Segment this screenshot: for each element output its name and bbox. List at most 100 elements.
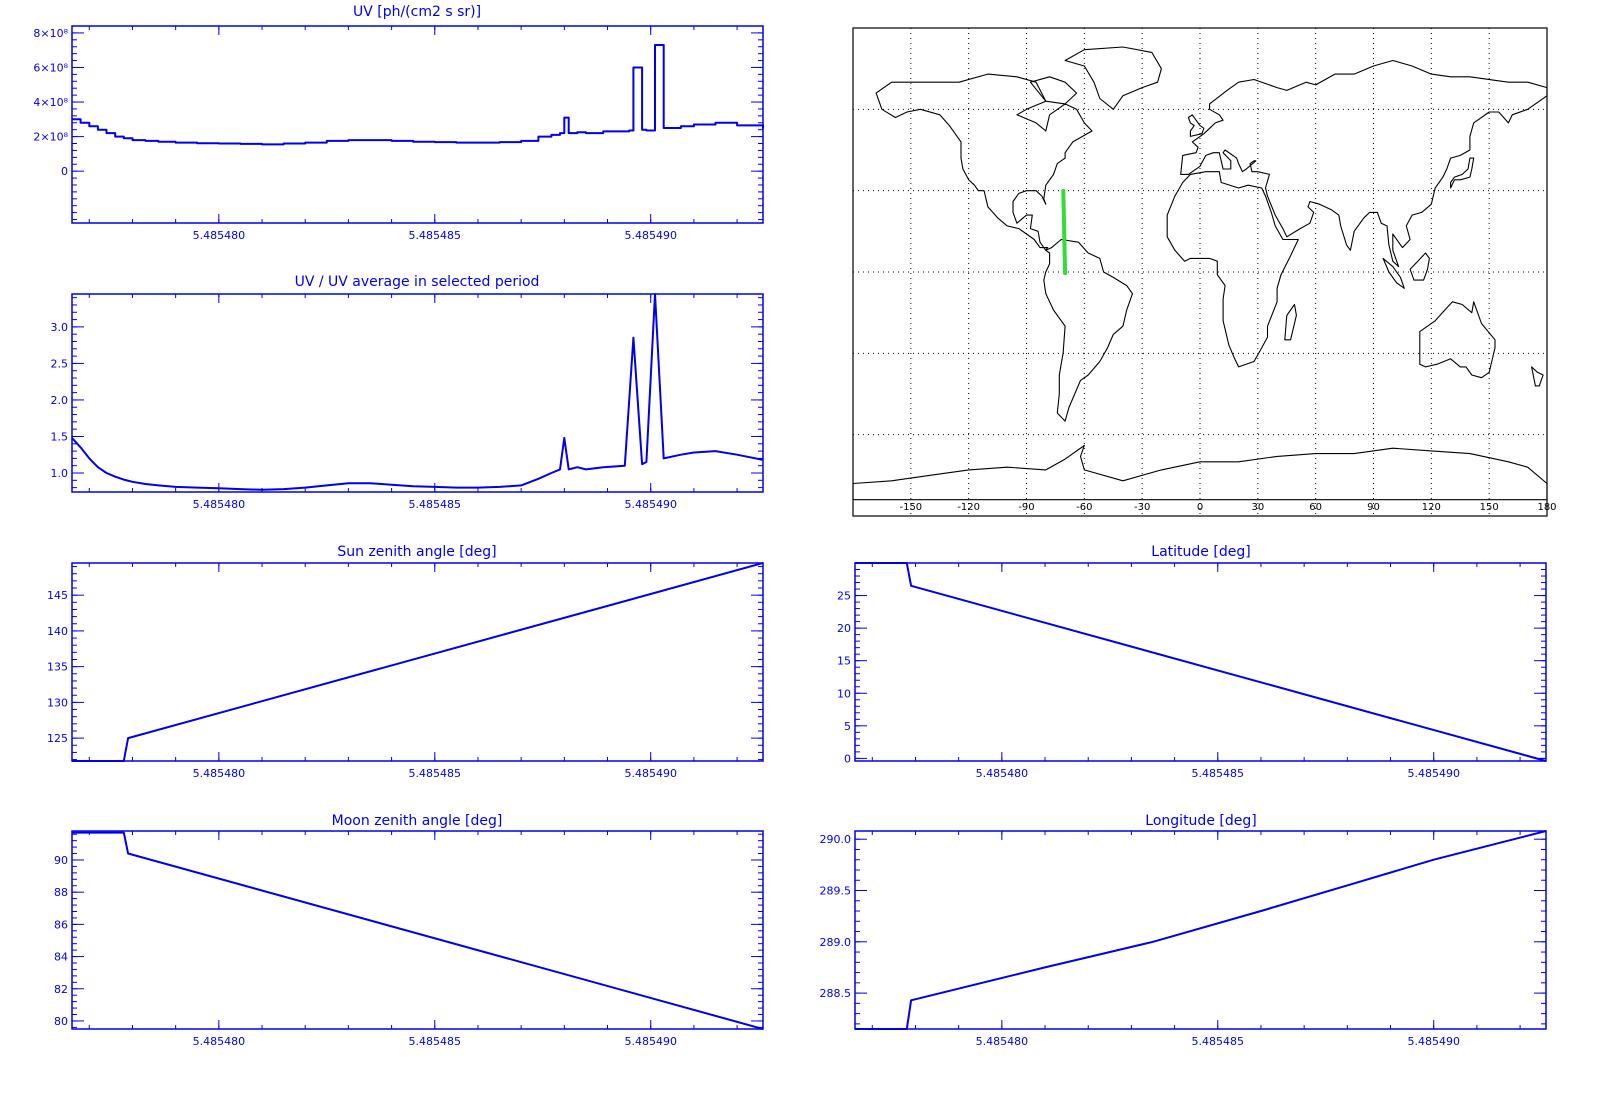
uv-y-tick-label: 2×10⁸ [33,131,68,144]
map-longitude-label: -150 [899,502,922,513]
sun-zenith-y-tick-label: 140 [47,625,68,638]
map-longitude-label: 90 [1367,502,1380,513]
coastline-borneo [1409,252,1430,281]
longitude-series-line [855,830,1547,1030]
coastline-japan [1450,157,1475,189]
uv-ratio-y-tick-label: 1.0 [51,467,69,480]
uv-x-tick-label: 5.485490 [624,229,677,242]
coastline-madagascar [1284,303,1297,341]
moon-zenith-plot-frame [71,830,764,1030]
coastline-europe-asia [1180,59,1548,268]
sun-zenith-y-tick-label: 135 [47,661,68,674]
latitude-y-tick-label: 0 [844,752,851,765]
moon-zenith-y-tick-label: 86 [54,918,68,931]
longitude-chart: Longitude [deg] 5.485480 5.485485 5.485490… [820,813,1547,1048]
map-grid [853,28,1547,516]
uv-ratio-x-tick-label: 5.485490 [624,498,677,511]
sun-zenith-series-line [72,562,764,762]
latitude-plot-frame [854,562,1547,762]
uv-plot-frame [71,25,764,224]
latitude-chart-title: Latitude [deg] [1151,544,1250,560]
sun-zenith-y-tick-label: 130 [47,696,68,709]
sun-zenith-chart: Sun zenith angle [deg] 5.485480 5.485485 5… [47,544,764,780]
map-background [853,28,1547,516]
uv-x-tick-label: 5.485480 [193,229,246,242]
uv-chart: UV [ph/(cm2 s sr)] 5.485480 5.485485 5.485… [33,4,764,242]
coastline-baffin [1029,76,1078,105]
moon-zenith-series-line [72,831,764,1030]
uv-ratio-x-tick-label: 5.485485 [409,498,462,511]
moon-zenith-chart-title: Moon zenith angle [deg] [332,813,503,829]
uv-y-tick-label: 6×10⁸ [33,61,68,74]
latitude-y-tick-label: 10 [837,687,851,700]
moon-zenith-x-tick-label: 5.485480 [193,1035,246,1048]
sun-zenith-chart-title: Sun zenith angle [deg] [337,544,496,560]
map-frame [852,27,1548,517]
uv-series-line [72,44,764,146]
latitude-y-tick-label: 25 [837,590,851,603]
latitude-x-tick-label: 5.485490 [1407,767,1460,780]
latitude-x-tick-label: 5.485480 [976,767,1029,780]
uv-x-tick-label: 5.485485 [409,229,462,242]
coastline-south-america [1043,238,1134,422]
latitude-chart: Latitude [deg] 5.485480 5.485485 5.485490 0… [837,544,1547,780]
sun-zenith-x-tick-label: 5.485480 [193,767,246,780]
longitude-plot-frame [854,830,1547,1030]
satellite-ground-track [1061,188,1068,276]
map-longitude-ticks: -150 -120 -90 -60 -30 0 30 60 90 120 150 180 [899,502,1556,513]
moon-zenith-x-tick-label: 5.485485 [409,1035,462,1048]
uv-ratio-series-line [71,293,764,491]
sun-zenith-y-tick-label: 125 [47,732,68,745]
map-track-layer [1061,188,1068,276]
uv-ratio-y-tick-label: 1.5 [51,430,69,443]
uv-ratio-y-tick-label: 3.0 [51,321,69,334]
moon-zenith-x-tick-label: 5.485490 [624,1035,677,1048]
sun-zenith-x-tick-label: 5.485485 [409,767,462,780]
longitude-y-tick-label: 290.0 [820,833,852,846]
longitude-chart-title: Longitude [deg] [1145,813,1256,829]
map-longitude-label: 150 [1480,502,1499,513]
moon-zenith-y-tick-label: 90 [54,854,68,867]
uv-y-tick-label: 4×10⁸ [33,96,68,109]
coastline-uk [1187,114,1205,137]
coastline-greenland [1064,46,1162,110]
coastline-new-zealand [1531,366,1544,387]
map-coastlines [852,46,1548,501]
longitude-y-tick-label: 288.5 [820,987,852,1000]
uv-ratio-chart: UV / UV average in selected period 5.485… [51,274,764,511]
map-longitude-label: 0 [1197,502,1203,513]
coastline-antarctica [852,444,1548,501]
longitude-x-tick-label: 5.485480 [976,1035,1029,1048]
uv-ratio-y-tick-label: 2.0 [51,394,69,407]
coastline-australia [1419,301,1496,379]
longitude-x-tick-label: 5.485490 [1407,1035,1460,1048]
uv-ratio-chart-title: UV / UV average in selected period [295,274,540,290]
uv-ratio-x-tick-label: 5.485480 [193,498,246,511]
world-map: -150 -120 -90 -60 -30 0 30 60 90 120 150 180 [852,27,1557,517]
moon-zenith-y-tick-label: 80 [54,1015,68,1028]
map-longitude-label: 120 [1422,502,1441,513]
uv-y-tick-label: 8×10⁸ [33,27,68,40]
latitude-y-tick-label: 15 [837,655,851,668]
moon-zenith-y-tick-label: 88 [54,886,68,899]
latitude-y-tick-label: 20 [837,622,851,635]
latitude-y-tick-label: 5 [844,720,851,733]
map-longitude-label: 180 [1537,502,1556,513]
map-longitude-label: -30 [1134,502,1150,513]
moon-zenith-chart: Moon zenith angle [deg] 5.485480 5.485485… [54,813,764,1048]
latitude-series-line [855,562,1547,762]
map-longitude-label: 30 [1251,502,1264,513]
map-longitude-label: 60 [1309,502,1322,513]
longitude-x-tick-label: 5.485485 [1192,1035,1245,1048]
sun-zenith-x-tick-label: 5.485490 [624,767,677,780]
moon-zenith-y-tick-label: 84 [54,951,68,964]
longitude-y-tick-label: 289.0 [820,936,852,949]
uv-y-tick-label: 0 [61,165,68,178]
uv-chart-title: UV [ph/(cm2 s sr)] [353,4,481,20]
map-longitude-label: -120 [957,502,980,513]
coastline-north-america [875,73,1093,251]
uv-ratio-y-tick-label: 2.5 [51,357,69,370]
longitude-y-tick-label: 289.5 [820,885,852,898]
sun-zenith-y-tick-label: 145 [47,589,68,602]
